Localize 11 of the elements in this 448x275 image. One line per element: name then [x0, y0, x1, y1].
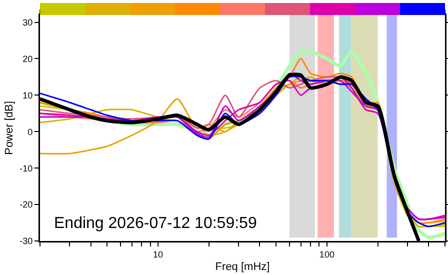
y-tick-label: 10	[22, 90, 33, 100]
y-tick-label: 30	[22, 17, 33, 28]
x-axis-title: Freq [mHz]	[215, 261, 270, 274]
x-tick-label: 100	[319, 249, 334, 260]
y-tick-label: -20	[20, 200, 33, 210]
y-axis-title: Power [dB]	[4, 101, 16, 155]
y-tick-label: 0	[28, 126, 33, 137]
y-tick-label: 20	[22, 54, 33, 64]
y-tick-label: -30	[20, 236, 33, 246]
annotation: Ending 2026-07-12 10:59:59	[54, 215, 257, 232]
y-tick-label: -10	[20, 163, 33, 174]
